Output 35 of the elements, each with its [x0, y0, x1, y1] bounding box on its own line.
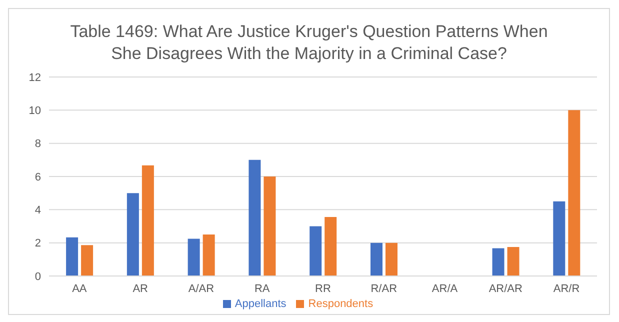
y-tick-label: 10 [28, 105, 41, 118]
x-tick-label: RA [254, 282, 270, 295]
bar [188, 238, 200, 276]
bar [202, 234, 215, 276]
bar [310, 226, 322, 276]
y-tick-label: 4 [34, 204, 41, 217]
chart-title: Table 1469: What Are Justice Kruger's Question Patterns When She Disagrees With the Majority in a Criminal Case? [69, 21, 549, 65]
y-tick-label: 12 [28, 72, 41, 84]
bar [385, 242, 398, 276]
x-tick-label: RR [315, 282, 331, 295]
x-tick-label: R/AR [370, 282, 398, 295]
y-tick-label: 0 [34, 270, 41, 283]
bar [568, 110, 580, 276]
bar [492, 248, 504, 276]
bar [553, 201, 566, 276]
x-tick-label: AR [132, 282, 148, 295]
bar [126, 193, 139, 276]
bar [507, 246, 520, 276]
bar [66, 237, 78, 276]
bar [370, 242, 382, 276]
x-tick-label: AA [72, 282, 88, 295]
legend-label: Appellants [234, 298, 286, 310]
x-tick-label: A/AR [188, 282, 214, 295]
bar [81, 245, 94, 276]
bar [248, 160, 261, 276]
legend-label: Respondents [308, 298, 374, 310]
x-tick-label: AR/AR [488, 282, 523, 295]
x-tick-label: AR/A [432, 282, 458, 295]
bar [324, 216, 337, 276]
y-tick-label: 6 [34, 171, 41, 184]
y-tick-label: 2 [34, 238, 41, 250]
y-tick-label: 8 [34, 138, 41, 150]
bar [264, 176, 276, 276]
bar [142, 165, 154, 276]
x-tick-label: AR/R [553, 282, 580, 295]
